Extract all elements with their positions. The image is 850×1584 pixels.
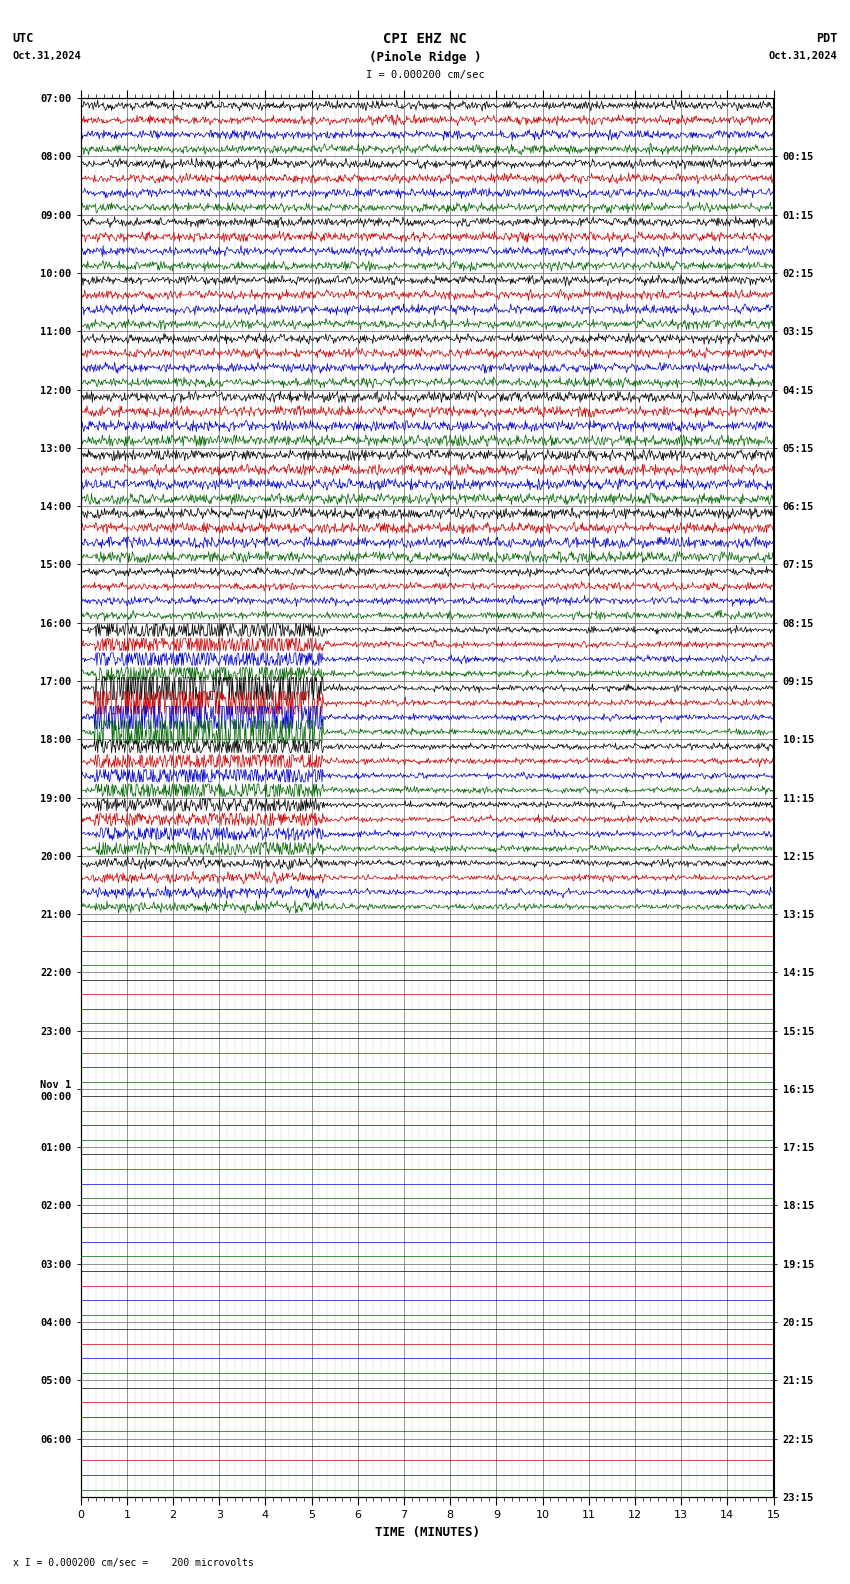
Text: Oct.31,2024: Oct.31,2024 bbox=[768, 51, 837, 60]
Text: Oct.31,2024: Oct.31,2024 bbox=[13, 51, 82, 60]
Text: PDT: PDT bbox=[816, 32, 837, 44]
Text: I = 0.000200 cm/sec: I = 0.000200 cm/sec bbox=[366, 70, 484, 79]
Text: CPI EHZ NC: CPI EHZ NC bbox=[383, 32, 467, 46]
Text: UTC: UTC bbox=[13, 32, 34, 44]
X-axis label: TIME (MINUTES): TIME (MINUTES) bbox=[375, 1525, 479, 1538]
Text: x I = 0.000200 cm/sec =    200 microvolts: x I = 0.000200 cm/sec = 200 microvolts bbox=[13, 1559, 253, 1568]
Text: (Pinole Ridge ): (Pinole Ridge ) bbox=[369, 51, 481, 63]
